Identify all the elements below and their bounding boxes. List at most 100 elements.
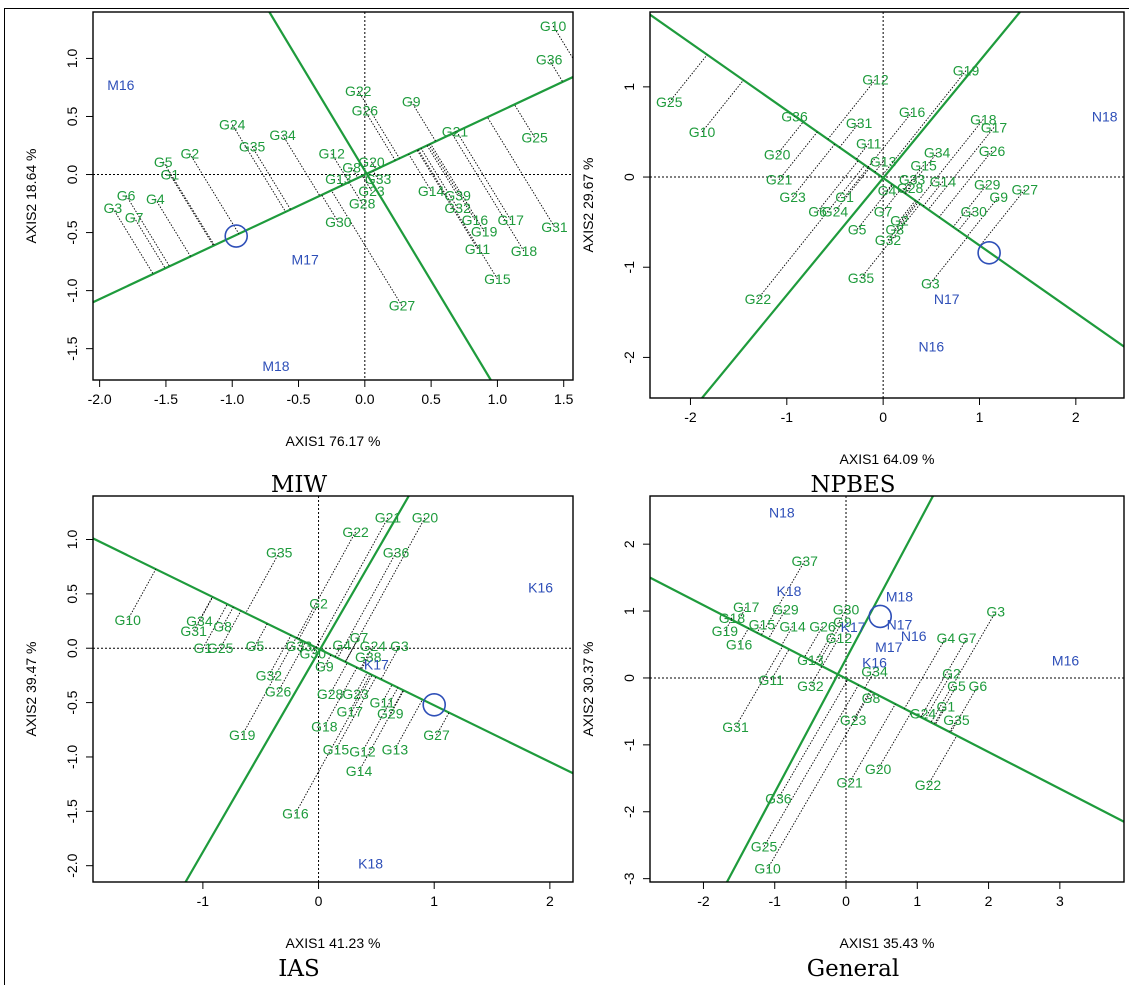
projection-line [730, 617, 733, 620]
environment-label: M16 [107, 77, 134, 93]
genotype-label: G36 [781, 109, 808, 125]
environment-label: N16 [918, 339, 944, 355]
x-tick-label: -0.5 [286, 391, 310, 407]
genotype-label: G8 [342, 160, 361, 176]
genotype-label: G11 [465, 241, 491, 257]
projection-line [315, 517, 389, 648]
x-tick-label: -1 [197, 893, 210, 909]
projection-line [334, 644, 343, 658]
genotype-label: G4 [146, 191, 165, 207]
genotype-label: G16 [282, 805, 309, 821]
genotype-label: G19 [953, 63, 980, 79]
projection-line [189, 153, 240, 235]
genotype-label: G34 [269, 127, 296, 143]
genotype-label: G20 [358, 154, 385, 170]
projection-line [844, 167, 869, 198]
projection-line [245, 552, 280, 614]
projection-line [821, 637, 840, 667]
projection-line [887, 202, 919, 241]
y-tick-label: 2 [621, 540, 637, 548]
y-tick-label: 0.0 [64, 165, 80, 185]
genotype-label: G3 [921, 275, 940, 291]
genotype-label: G34 [924, 145, 951, 161]
projection-line [738, 628, 749, 645]
plot-area [650, 496, 1124, 882]
genotype-label: G2 [890, 212, 909, 228]
genotype-label: G10 [754, 861, 781, 877]
genotype-label: G24 [822, 203, 849, 219]
projection-line [817, 621, 843, 665]
genotype-label: G16 [726, 637, 753, 653]
aec-ordinate-line [701, 12, 1021, 398]
plot-area [93, 12, 573, 380]
genotype-label: G1 [835, 189, 854, 205]
environment-label: K16 [528, 579, 553, 595]
plot-frame [649, 11, 1125, 399]
genotype-label: G35 [266, 545, 293, 561]
projection-line [222, 606, 234, 627]
genotype-label: G39 [444, 187, 471, 203]
genotype-label: G29 [772, 602, 799, 618]
projection-line [162, 161, 215, 246]
projection-line [902, 179, 913, 192]
genotype-label: G23 [342, 686, 369, 702]
plot-frame [92, 11, 574, 381]
environment-label: N17 [934, 291, 960, 307]
x-tick-label: 2 [546, 893, 554, 909]
genotype-label: G32 [875, 232, 902, 248]
genotype-label: G30 [960, 203, 987, 219]
plot-area [93, 496, 573, 882]
genotype-label: G13 [382, 741, 409, 757]
projection-line [312, 647, 317, 654]
genotype-label: G26 [809, 618, 836, 634]
aec-abscissa-line [93, 537, 573, 775]
genotype-label: G35 [848, 270, 875, 286]
y-tick-label: -3 [621, 872, 637, 885]
genotype-label: G22 [342, 524, 369, 540]
panel-npbes: G25 G10 G12 G19 G36 G16 G31 G18 G17 G11 G20 G26 G34 G… [578, 10, 1128, 498]
x-tick-label: 0 [842, 893, 850, 909]
genotype-label: G10 [114, 612, 141, 628]
projection-line [394, 699, 423, 750]
genotype-label: G5 [947, 678, 966, 694]
genotype-label: G28 [317, 686, 344, 702]
genotype-label: G8 [213, 618, 232, 634]
y-tick-label: -1.0 [64, 278, 80, 302]
projection-line [430, 143, 485, 232]
genotype-label: G4 [878, 183, 897, 199]
projection-line [380, 645, 400, 680]
genotype-label: G30 [300, 646, 327, 662]
projection-line [251, 146, 291, 210]
projection-line [381, 684, 393, 703]
projection-line [456, 131, 512, 221]
projection-line [296, 531, 356, 639]
projection-line [920, 637, 968, 718]
projection-line [917, 119, 984, 203]
average-environment-circle [224, 224, 249, 248]
environment-label: K16 [862, 655, 887, 671]
genotype-label: G1 [161, 167, 180, 183]
projection-line [849, 703, 896, 783]
genotype-label: G11 [856, 136, 882, 152]
aec-abscissa-line [650, 576, 1124, 823]
genotype-label: G5 [154, 154, 173, 170]
environment-label: M17 [292, 251, 319, 267]
genotype-label: G15 [910, 157, 937, 173]
projection-line [778, 131, 818, 181]
genotype-label: G20 [865, 761, 892, 777]
projection-line [552, 25, 573, 60]
x-tick-label: 1.0 [488, 391, 508, 407]
projection-line [241, 637, 297, 736]
genotype-label: G33 [899, 172, 926, 188]
genotype-label: G18 [719, 610, 746, 626]
projection-line [933, 685, 957, 725]
genotype-label: G6 [808, 203, 827, 219]
x-tick-label: 3 [1056, 893, 1064, 909]
projection-line [371, 161, 377, 170]
genotype-label: G5 [848, 221, 867, 237]
projection-line [920, 713, 924, 718]
genotype-label: G27 [423, 727, 450, 743]
chart-title: NPBES [810, 472, 896, 498]
genotype-label: G25 [751, 839, 778, 855]
y-tick-label: -1.5 [64, 799, 80, 823]
